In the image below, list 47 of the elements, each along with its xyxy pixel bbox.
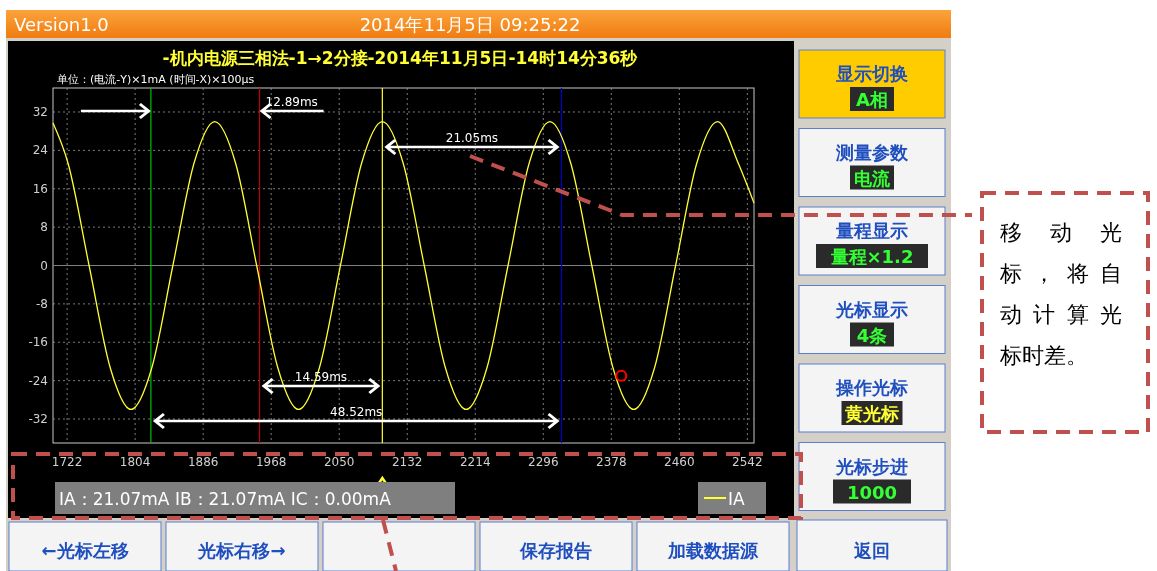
text: 2014年11月5日 09:25:22 <box>359 14 581 35</box>
annotation: 48.52ms <box>330 405 383 419</box>
y-tick-label: 0 <box>40 258 48 273</box>
y-tick-label: -8 <box>36 296 48 311</box>
y-tick-label: 32 <box>32 104 48 119</box>
text: IA：21.07mA IB：21.07mA IC：0.00mA <box>59 489 392 509</box>
text: 加载数据源 <box>667 540 759 561</box>
text: 4条 <box>856 324 888 346</box>
annotation: 21.05ms <box>445 131 499 145</box>
text: 返回 <box>853 540 890 561</box>
text: 显示切换 <box>835 63 908 84</box>
x-tick-label: 1804 <box>119 455 151 469</box>
text: 量程×1.2 <box>829 246 914 267</box>
x-tick-label: 1886 <box>187 455 219 469</box>
text: 操作光标 <box>835 377 908 398</box>
text: ←光标左移 <box>41 540 129 561</box>
text: 光标显示 <box>835 298 908 320</box>
legend-label: IA <box>728 489 746 509</box>
text: 移动光标，将自动计算光标时差。 <box>999 220 1122 368</box>
text: 测量参数 <box>835 141 909 163</box>
text: 黄光标 <box>844 403 899 424</box>
text: 保存报告 <box>519 540 592 561</box>
x-tick-label: 2050 <box>323 455 355 469</box>
x-tick-label: 2542 <box>732 455 763 469</box>
y-tick-label: 24 <box>32 143 48 158</box>
y-tick-label: -24 <box>28 373 48 388</box>
x-tick-label: 1722 <box>51 455 83 469</box>
text: 光标步进 <box>835 455 908 477</box>
text: 电流 <box>854 167 891 189</box>
chart-subtitle: 单位：(电流-Y)×1mA (时间-X)×100μs <box>57 73 255 86</box>
y-tick-label: -16 <box>28 335 48 350</box>
y-tick-label: 8 <box>40 220 48 235</box>
text: 量程显示 <box>835 220 908 241</box>
text: A相 <box>856 89 888 110</box>
x-tick-label: 2296 <box>528 455 559 469</box>
y-tick-label: -32 <box>28 412 48 427</box>
y-tick-label: 16 <box>32 181 48 196</box>
x-tick-label: 2378 <box>596 455 627 469</box>
text: 1000 <box>846 481 898 503</box>
text: 光标右移→ <box>197 540 286 561</box>
annotation: 12.89ms <box>265 95 318 109</box>
x-tick-label: 2460 <box>664 455 695 469</box>
x-tick-label: 2132 <box>391 455 423 469</box>
chart-title: -机内电源三相法-1→2分接-2014年11月5日-14时14分36秒 <box>162 48 639 68</box>
x-tick-label: 1968 <box>255 455 287 469</box>
text: Version1.0 <box>14 14 109 35</box>
x-tick-label: 2214 <box>459 455 491 469</box>
